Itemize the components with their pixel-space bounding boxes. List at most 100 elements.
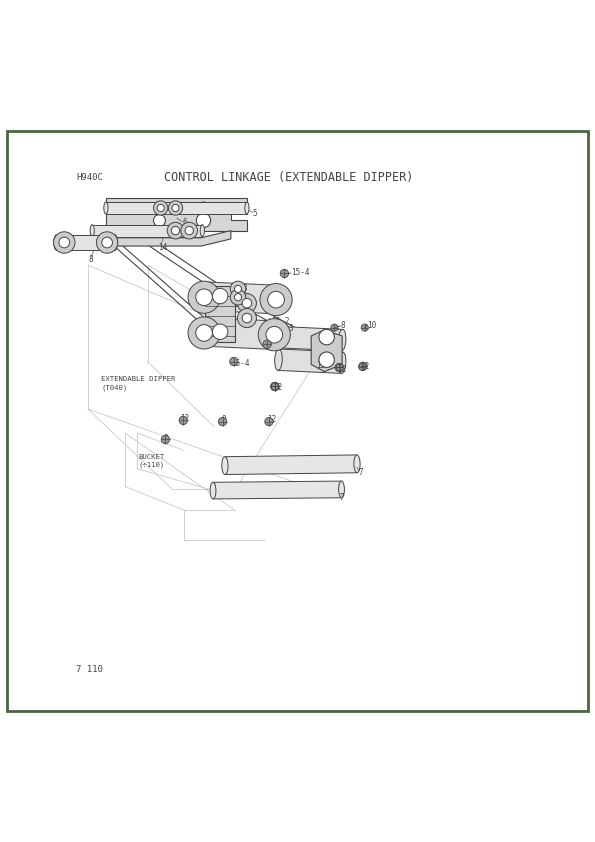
Circle shape [268, 291, 284, 308]
Circle shape [167, 222, 184, 239]
Circle shape [185, 226, 193, 235]
Circle shape [230, 290, 246, 305]
Ellipse shape [54, 235, 60, 250]
Circle shape [54, 232, 75, 253]
Circle shape [336, 364, 343, 371]
Circle shape [359, 363, 366, 370]
Polygon shape [278, 327, 343, 351]
Circle shape [230, 357, 238, 365]
Circle shape [335, 363, 343, 371]
Polygon shape [278, 349, 343, 373]
Text: BUCKET
(÷110): BUCKET (÷110) [138, 454, 164, 468]
Ellipse shape [272, 321, 281, 349]
Polygon shape [205, 286, 235, 342]
Ellipse shape [198, 282, 207, 311]
Circle shape [242, 313, 252, 322]
Text: 12: 12 [273, 383, 283, 392]
Circle shape [212, 324, 228, 339]
Text: 8: 8 [264, 338, 269, 346]
Circle shape [188, 317, 220, 349]
Text: 10: 10 [367, 321, 377, 330]
Ellipse shape [200, 225, 205, 237]
Polygon shape [311, 330, 342, 371]
Text: 7 110: 7 110 [76, 665, 103, 674]
Text: 9: 9 [221, 415, 226, 424]
Circle shape [188, 281, 220, 313]
Circle shape [230, 281, 246, 296]
Circle shape [102, 237, 112, 248]
Polygon shape [57, 235, 115, 250]
Circle shape [196, 213, 211, 227]
Circle shape [271, 382, 279, 391]
Ellipse shape [339, 352, 346, 373]
Ellipse shape [198, 317, 207, 346]
Circle shape [157, 205, 164, 211]
Text: 15-1: 15-1 [220, 300, 239, 309]
Polygon shape [202, 317, 277, 349]
Circle shape [237, 294, 256, 312]
Circle shape [266, 327, 283, 343]
Circle shape [359, 362, 367, 370]
Text: 7: 7 [339, 493, 344, 503]
Text: EXTENDABLE DIPPER
(T040): EXTENDABLE DIPPER (T040) [101, 376, 176, 391]
Polygon shape [104, 231, 231, 246]
Circle shape [234, 285, 242, 292]
Ellipse shape [112, 235, 118, 250]
Ellipse shape [210, 482, 216, 499]
Circle shape [154, 215, 165, 226]
Text: 8: 8 [88, 255, 93, 264]
Circle shape [361, 324, 368, 331]
Text: H940C: H940C [76, 173, 103, 182]
Text: 6: 6 [182, 218, 187, 227]
Circle shape [196, 289, 212, 306]
Circle shape [161, 435, 170, 444]
Ellipse shape [274, 285, 283, 314]
Circle shape [196, 325, 212, 341]
Polygon shape [225, 455, 357, 475]
Ellipse shape [222, 456, 228, 475]
Text: 8: 8 [340, 322, 345, 330]
Text: 15-2: 15-2 [271, 317, 289, 326]
Circle shape [271, 382, 279, 391]
Circle shape [196, 202, 211, 216]
Text: 15-4: 15-4 [292, 269, 310, 277]
Text: 7: 7 [358, 468, 363, 477]
Circle shape [258, 318, 290, 351]
Circle shape [280, 269, 289, 278]
Ellipse shape [339, 481, 345, 498]
Circle shape [271, 383, 278, 390]
Polygon shape [106, 199, 247, 239]
Ellipse shape [90, 225, 95, 237]
Circle shape [319, 352, 334, 367]
Circle shape [260, 284, 292, 316]
Circle shape [242, 298, 252, 308]
Ellipse shape [339, 329, 346, 351]
Polygon shape [92, 225, 202, 237]
Circle shape [263, 340, 271, 349]
Text: 12: 12 [337, 365, 346, 375]
Circle shape [331, 324, 338, 331]
Circle shape [319, 329, 334, 345]
Circle shape [171, 226, 180, 235]
Ellipse shape [275, 349, 282, 370]
Text: 14: 14 [158, 243, 167, 253]
Text: 15-2: 15-2 [229, 291, 248, 301]
Circle shape [234, 294, 242, 301]
Ellipse shape [275, 327, 282, 348]
Circle shape [96, 232, 118, 253]
Circle shape [212, 288, 228, 304]
Text: 13: 13 [317, 361, 326, 370]
Text: 12: 12 [180, 413, 190, 423]
Circle shape [154, 201, 168, 215]
Circle shape [168, 201, 183, 215]
Circle shape [237, 308, 256, 328]
Circle shape [181, 222, 198, 239]
Text: CONTROL LINKAGE (EXTENDABLE DIPPER): CONTROL LINKAGE (EXTENDABLE DIPPER) [164, 171, 413, 184]
Circle shape [172, 205, 179, 211]
Ellipse shape [104, 202, 108, 214]
Text: 15-3: 15-3 [229, 285, 248, 293]
Circle shape [218, 418, 227, 426]
Circle shape [59, 237, 70, 248]
Circle shape [265, 418, 273, 426]
Ellipse shape [245, 202, 249, 214]
